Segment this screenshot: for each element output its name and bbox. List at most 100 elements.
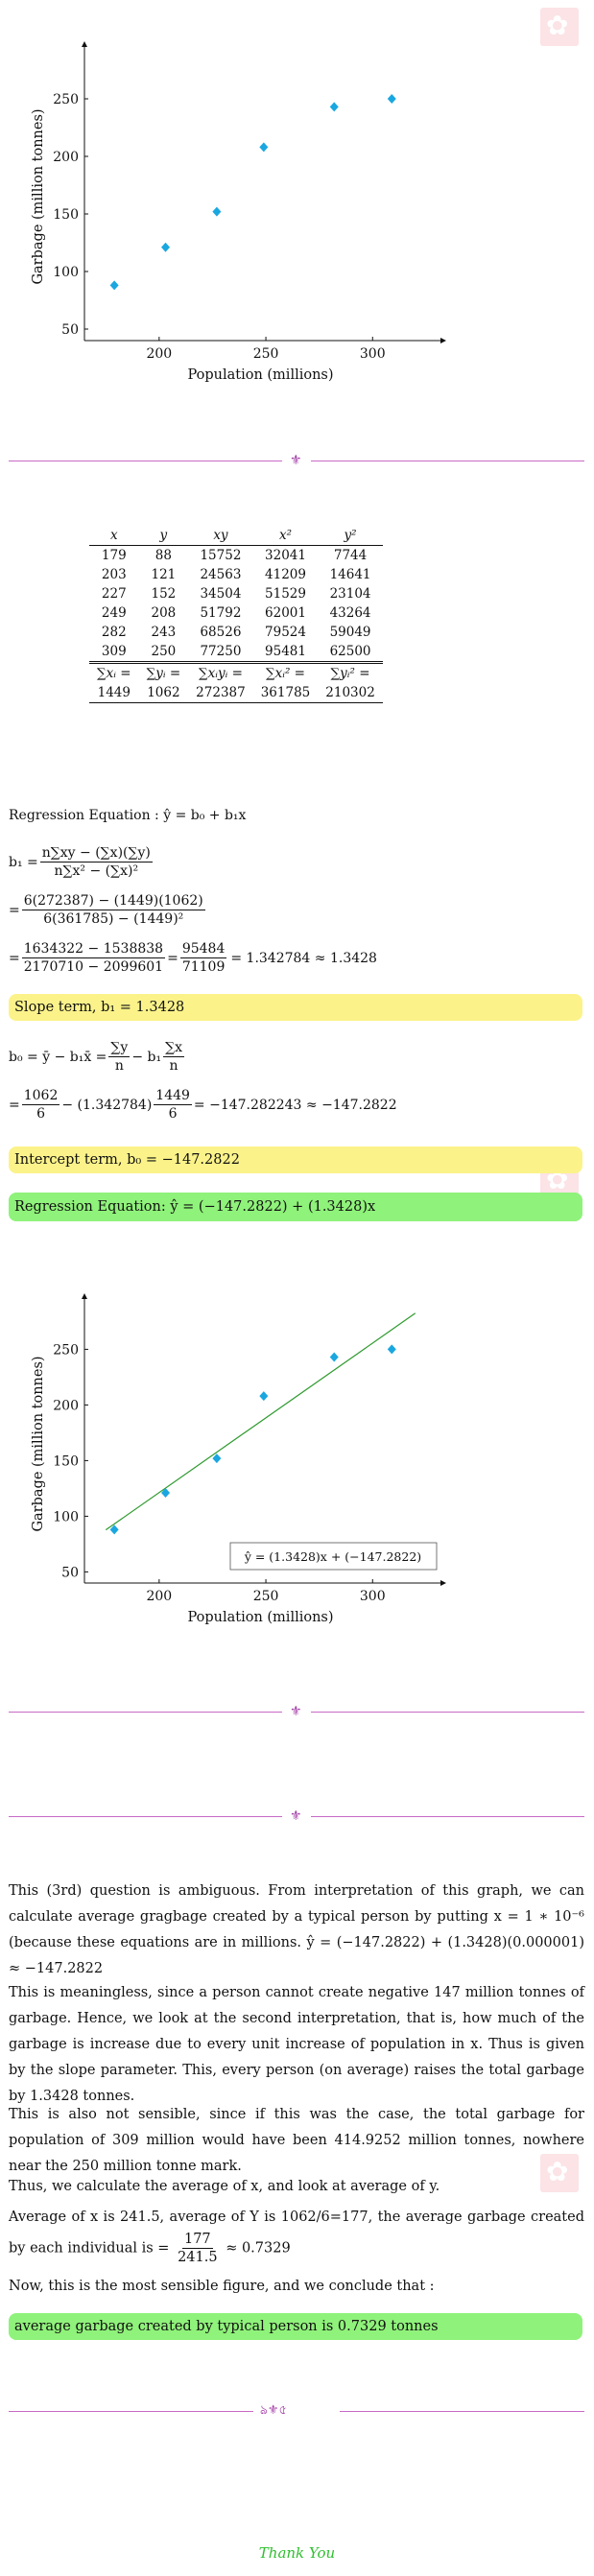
ornament-icon: ঌ⚜৫: [260, 2403, 287, 2418]
y-axis-arrow: [82, 1293, 87, 1299]
table-cell: 51529: [265, 586, 306, 602]
b1-formula: b₁ = n∑xy − (∑x)(∑y) n∑x² − (∑x)²: [9, 844, 154, 880]
y-tick-label: 150: [53, 207, 79, 223]
table-row: 179 88 15752 32041 7744: [89, 546, 383, 566]
paragraph-conclusion: Now, this is the most sensible figure, a…: [9, 2279, 435, 2294]
sum-row: 1449 1062 272387 361785 210302: [89, 683, 383, 703]
table-row: 203 121 24563 41209 14641: [89, 565, 383, 584]
data-point: [161, 1488, 171, 1499]
section-divider: ⚜: [9, 453, 584, 468]
col-header: y²: [344, 528, 357, 543]
table-cell: 43264: [329, 605, 371, 621]
table-cell: 14641: [329, 567, 371, 582]
regression-table: x y xy x² y² 179 88 15752 32041 7744 203 121 24…: [89, 526, 383, 703]
watermark-icon: [540, 8, 579, 46]
table-cell: 121: [151, 567, 177, 582]
col-header: x²: [278, 528, 292, 543]
y-tick-label: 100: [53, 1509, 79, 1524]
table-cell: 243: [151, 625, 177, 640]
x-tick-label: 250: [253, 346, 279, 362]
b0-formula: b₀ = ȳ − b₁x̄ = ∑y n − b₁ ∑x n: [9, 1040, 184, 1074]
regression-equation-heading: Regression Equation : ŷ = b₀ + b₁x: [9, 808, 247, 823]
legend-box: [229, 1542, 438, 1571]
b1-label: b₁ =: [9, 854, 38, 870]
b1-step2: = 1634322 − 1538838 2170710 − 2099601 = 9…: [9, 941, 377, 975]
x-tick-label: 250: [253, 1589, 279, 1604]
y-tick-label: 200: [53, 150, 79, 165]
data-point: [212, 1453, 222, 1464]
y-tick-label: 50: [61, 322, 79, 338]
table-cell: 152: [151, 586, 177, 602]
sum-label: ∑xᵢyᵢ =: [198, 666, 243, 681]
table-cell: 62001: [265, 605, 306, 621]
table-cell: 51792: [200, 605, 242, 621]
table-cell: 208: [151, 605, 177, 621]
table-row: 309 250 77250 95481 62500: [89, 642, 383, 663]
x-tick-label: 200: [146, 346, 172, 362]
data-point: [387, 94, 396, 104]
paragraph-average-calc: Average of x is 241.5, average of Y is 1…: [9, 2210, 584, 2265]
final-answer-box: average garbage created by typical perso…: [9, 2313, 582, 2340]
table-row: 227 152 34504 51529 23104: [89, 584, 383, 603]
data-point: [212, 206, 222, 217]
data-point: [161, 242, 171, 252]
table-cell: 7744: [333, 548, 368, 563]
paragraph-meaningless: This is meaningless, since a person cann…: [9, 1985, 584, 2104]
table-cell: 15752: [200, 548, 242, 563]
table-cell: 282: [101, 625, 127, 640]
y-tick-label: 50: [61, 1565, 79, 1580]
table-cell: 59049: [329, 625, 371, 640]
data-point: [329, 102, 339, 112]
y-axis-arrow: [82, 41, 87, 47]
sum-label: ∑xᵢ² =: [266, 666, 305, 681]
table-cell: 249: [101, 605, 127, 621]
slope-box: Slope term, b₁ = 1.3428: [9, 994, 582, 1021]
ornament-icon: ⚜: [290, 453, 302, 468]
thank-you-text: Thank You: [258, 2544, 336, 2562]
table-cell: 88: [154, 548, 172, 563]
data-point: [387, 1344, 396, 1355]
x-axis-label: Population (millions): [187, 1610, 333, 1625]
data-point: [259, 1391, 269, 1402]
y-axis-label: Garbage (million tonnes): [31, 108, 46, 284]
y-axis-label: Garbage (million tonnes): [31, 1356, 46, 1531]
table-cell: 79524: [265, 625, 306, 640]
y-tick-label: 250: [53, 92, 79, 107]
x-axis-arrow: [440, 1580, 446, 1586]
section-divider: ⚜: [9, 1704, 584, 1719]
table-row: 249 208 51792 62001 43264: [89, 603, 383, 623]
footer-divider: ঌ⚜৫: [9, 2403, 584, 2419]
table-cell: 68526: [200, 625, 242, 640]
x-tick-label: 300: [360, 1589, 386, 1604]
x-axis-label: Population (millions): [187, 367, 333, 383]
regression-line: [105, 1312, 416, 1531]
paragraph-ambiguous: This (3rd) question is ambiguous. From i…: [9, 1883, 584, 1976]
table-cell: 309: [101, 644, 127, 659]
paragraph-average: Thus, we calculate the average of x, and…: [9, 2179, 440, 2194]
table-cell: 77250: [200, 644, 242, 659]
sum-value: 1449: [97, 685, 131, 700]
table-cell: 34504: [200, 586, 242, 602]
col-header: y: [159, 528, 168, 543]
scatter-chart-2: 200 250 300 50 100 150 200 250 Population (milli…: [31, 1293, 446, 1625]
b0-step: = 1062 6 − (1.342784) 1449 6 = −147.282243…: [9, 1088, 397, 1122]
sum-label: ∑xᵢ =: [97, 666, 131, 681]
x-tick-label: 300: [360, 346, 386, 362]
y-tick-label: 150: [53, 1453, 79, 1469]
sum-label-row: ∑xᵢ = ∑yᵢ = ∑xᵢyᵢ = ∑xᵢ² = ∑yᵢ² =: [89, 662, 383, 684]
legend-label: ŷ = (1.3428)x + (−147.2822): [244, 1549, 421, 1564]
x-tick-label: 200: [146, 1589, 172, 1604]
col-header: x: [109, 528, 118, 543]
sum-value: 361785: [260, 685, 311, 700]
watermark-icon: [540, 2154, 579, 2192]
table-cell: 41209: [265, 567, 306, 582]
table-cell: 23104: [329, 586, 371, 602]
b1-numerator: n∑xy − (∑x)(∑y): [39, 845, 153, 863]
scatter-chart-1: 200 250 300 50 100 150 200 250 Population (milli…: [31, 41, 446, 383]
regression-box: Regression Equation: ŷ = (−147.2822) + (…: [9, 1193, 582, 1221]
data-point: [259, 142, 269, 153]
sum-label: ∑yᵢ² =: [330, 666, 370, 681]
data-point: [109, 1524, 119, 1535]
table-cell: 179: [101, 548, 127, 563]
sum-label: ∑yᵢ =: [146, 666, 181, 681]
